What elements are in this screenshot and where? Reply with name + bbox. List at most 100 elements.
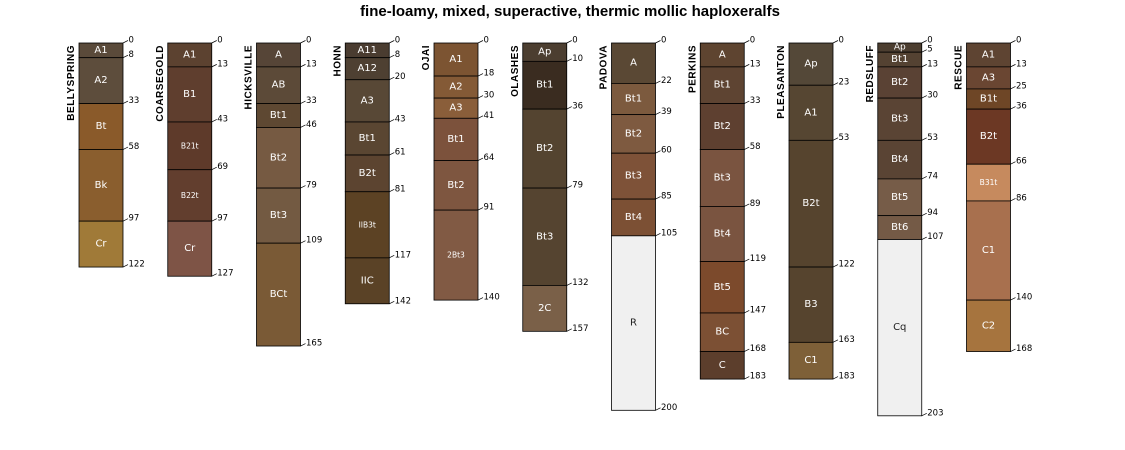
depth-label: 58 [129,142,140,152]
depth-label: 8 [129,50,134,60]
depth-label: 61 [395,148,406,158]
horizon-bt2 [433,160,479,211]
depth-tick [122,54,129,59]
horizon-bt1 [433,117,479,161]
depth-tick [300,100,306,104]
profile-olashes: OLASHES Ap Bt1 Bt2 Bt3 2C 0 10 36 79 132 157 [510,36,589,334]
depth-label: 10 [572,54,583,64]
depth-tick [832,339,839,343]
depth-tick [211,40,217,44]
depth-label: 0 [217,36,222,46]
horizon-label: A3 [449,103,462,114]
depth-label: 74 [927,171,938,181]
depth-tick [655,80,661,84]
depth-label: 183 [750,372,766,382]
horizon-label: Cr [184,243,196,254]
depth-tick [389,255,395,259]
depth-tick [655,150,661,154]
horizon-bt5 [877,178,923,217]
depth-tick [832,264,839,268]
horizon-label: Bt2 [891,77,908,88]
depth-tick [921,49,927,53]
depth-tick [832,82,839,86]
horizon-label: C1 [982,245,995,256]
horizon-a1 [788,84,834,141]
depth-label: 46 [306,120,317,130]
depth-tick [744,40,750,44]
depth-label: 79 [572,181,583,191]
horizon-bt2 [522,108,568,189]
horizon-2bt3 [433,209,479,301]
horizon-label: Bt3 [714,172,731,183]
profile-honn: HONN A11 A12 A3 Bt1 B2t IIB3t IIC 0 8 20 43 61 81 117 1… [332,36,411,307]
depth-tick [211,64,217,68]
depth-label: 39 [661,107,672,117]
depth-label: 43 [217,114,228,124]
profile-hicksville: HICKSVILLE A AB Bt1 Bt2 Bt3 BCt 0 13 33 46 79 109 165 [244,36,323,349]
horizon-label: Bt2 [625,128,642,139]
depth-tick [477,40,484,44]
horizon-label: Bt6 [891,222,908,233]
depth-tick [211,218,217,222]
depth-tick [655,407,661,411]
profile-perkins: PERKINS A Bt1 Bt2 Bt3 Bt4 Bt5 BC C 0 13 33 58 89 119 14… [687,36,766,382]
depth-label: 0 [129,36,134,46]
depth-tick [655,196,661,200]
horizon-bct [256,242,301,347]
depth-tick [389,152,395,156]
depth-tick [477,73,484,77]
horizon-label: Ap [894,43,906,53]
depth-label: 36 [572,102,583,112]
horizon-label: A1 [449,54,462,65]
horizon-c [699,351,745,380]
horizon-bt [78,103,124,150]
depth-tick [211,166,217,171]
horizon-label: A3 [361,95,374,106]
depth-label: 41 [484,111,495,121]
profile-name: RESCUE [954,45,965,90]
depth-label: 147 [750,305,766,315]
depth-tick [389,188,395,193]
depth-tick [921,40,927,44]
horizon-a2 [78,57,124,105]
depth-label: 20 [395,72,406,82]
depth-label: 13 [306,59,317,69]
depth-tick [832,40,839,44]
depth-label: 8 [395,50,400,60]
depth-label: 168 [750,344,766,354]
horizon-label: A1 [183,49,196,60]
depth-label: 0 [661,36,666,46]
depth-label: 0 [750,36,755,46]
depth-label: 0 [927,36,932,46]
horizon-label: Bt1 [714,80,731,91]
depth-tick [655,40,661,44]
horizon-label: 2Bt3 [447,251,465,260]
depth-tick [122,218,129,222]
horizon-label: B1 [183,89,196,100]
depth-label: 58 [750,142,761,152]
depth-tick [921,412,927,417]
depth-label: 117 [395,250,411,260]
depth-tick [122,40,129,44]
horizon-bt2 [256,127,301,189]
depth-label: 203 [927,408,943,418]
depth-tick [921,236,927,240]
depth-tick [566,106,572,110]
horizon-a3 [344,79,390,123]
horizon-label: B1t [980,94,997,105]
horizon-label: Bt4 [714,228,731,239]
horizon-bt2 [877,66,923,99]
depth-tick [300,343,306,347]
horizon-label: BC [715,327,729,338]
horizon-label: Bt4 [625,212,642,223]
horizon-label: C2 [982,320,995,331]
horizon-b2t [344,154,390,193]
horizon-label: B31t [980,178,998,187]
depth-tick [921,212,927,216]
horizon-label: A1 [982,49,995,60]
depth-tick [566,282,572,286]
horizon-label: Bt3 [536,231,553,242]
horizon-bt3 [699,149,745,207]
depth-tick [566,40,572,44]
depth-tick [832,376,839,380]
